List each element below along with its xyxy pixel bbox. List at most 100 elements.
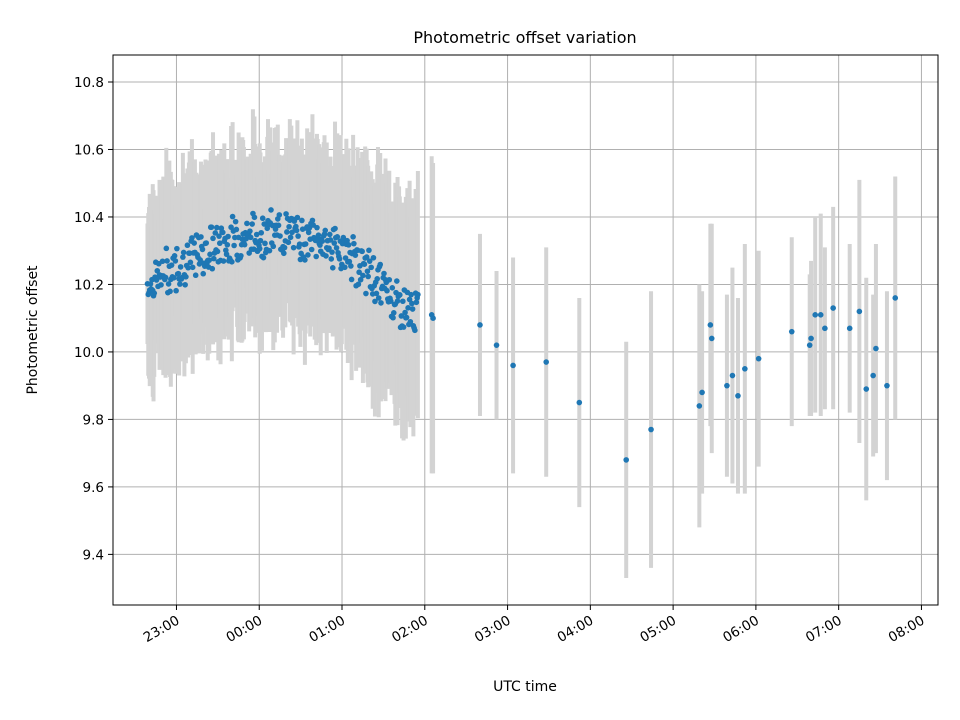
data-point bbox=[724, 382, 730, 389]
data-point bbox=[326, 231, 333, 238]
data-point bbox=[214, 248, 221, 255]
data-point bbox=[220, 258, 227, 264]
data-point bbox=[284, 229, 290, 235]
chart-title: Photometric offset variation bbox=[413, 28, 636, 47]
data-point bbox=[159, 258, 166, 265]
data-point bbox=[290, 244, 297, 251]
data-point bbox=[220, 229, 226, 236]
data-point bbox=[276, 212, 283, 218]
data-point bbox=[326, 245, 332, 251]
data-point bbox=[256, 245, 263, 252]
data-point bbox=[231, 242, 237, 249]
data-point bbox=[345, 242, 352, 248]
data-point bbox=[296, 241, 303, 247]
data-point bbox=[363, 290, 369, 297]
data-point bbox=[415, 291, 421, 298]
data-point bbox=[259, 215, 266, 222]
data-point bbox=[200, 270, 207, 277]
data-point bbox=[197, 257, 204, 263]
data-point bbox=[381, 270, 387, 277]
y-axis: 9.4 9.6 9.8 10.0 10.2 10.4 10.6 10.8 bbox=[74, 75, 113, 563]
data-point bbox=[430, 315, 436, 321]
data-point bbox=[189, 235, 195, 241]
data-point bbox=[708, 335, 715, 342]
data-point bbox=[210, 235, 216, 242]
data-point bbox=[363, 254, 370, 260]
data-point bbox=[277, 233, 283, 239]
data-point bbox=[360, 272, 366, 279]
data-point bbox=[210, 255, 217, 262]
data-point bbox=[707, 322, 714, 328]
data-point bbox=[623, 457, 630, 463]
y-tick-label: 9.4 bbox=[83, 547, 104, 563]
data-point bbox=[333, 245, 340, 251]
data-point bbox=[289, 229, 295, 236]
data-point bbox=[182, 281, 188, 288]
data-point bbox=[167, 288, 173, 295]
data-point bbox=[315, 232, 322, 238]
data-point bbox=[238, 252, 244, 259]
data-point bbox=[368, 264, 374, 271]
data-point bbox=[253, 231, 260, 238]
data-point bbox=[229, 213, 236, 220]
data-point bbox=[387, 298, 394, 304]
data-point bbox=[189, 264, 196, 271]
data-point bbox=[373, 290, 380, 297]
y-tick-label: 9.8 bbox=[83, 412, 104, 428]
data-point bbox=[281, 250, 287, 257]
data-point bbox=[183, 273, 189, 280]
data-point bbox=[329, 265, 336, 271]
data-point bbox=[244, 220, 250, 227]
data-point bbox=[336, 256, 343, 262]
data-point bbox=[233, 226, 240, 233]
data-point bbox=[351, 240, 357, 247]
data-point bbox=[357, 276, 364, 283]
data-point bbox=[153, 277, 160, 283]
data-point bbox=[384, 287, 390, 294]
data-point bbox=[229, 259, 235, 265]
data-point bbox=[892, 295, 899, 301]
data-point bbox=[342, 264, 348, 271]
data-point bbox=[328, 256, 335, 262]
data-point bbox=[314, 224, 320, 231]
data-point bbox=[322, 227, 329, 234]
data-point bbox=[241, 241, 248, 248]
data-point bbox=[408, 291, 414, 298]
data-point bbox=[648, 426, 654, 433]
data-point bbox=[817, 312, 824, 318]
data-point bbox=[232, 218, 239, 225]
data-point bbox=[329, 249, 335, 255]
data-point bbox=[177, 264, 184, 270]
data-point bbox=[873, 345, 879, 352]
data-point bbox=[185, 264, 191, 271]
data-point bbox=[788, 328, 795, 335]
data-point bbox=[164, 258, 170, 264]
data-point bbox=[207, 251, 213, 258]
data-point bbox=[400, 298, 406, 305]
x-axis-label: UTC time bbox=[493, 679, 557, 695]
data-point bbox=[206, 257, 213, 263]
data-point bbox=[863, 386, 870, 392]
data-point bbox=[209, 265, 216, 272]
data-point bbox=[870, 372, 876, 379]
data-point bbox=[212, 230, 219, 236]
y-tick-label: 10.6 bbox=[74, 142, 104, 158]
data-point bbox=[261, 221, 268, 227]
data-point bbox=[510, 362, 516, 369]
data-point bbox=[247, 228, 253, 234]
data-point bbox=[299, 217, 305, 224]
data-point bbox=[377, 261, 384, 268]
data-point bbox=[332, 225, 338, 232]
data-point bbox=[742, 366, 748, 372]
y-axis-label: Photometric offset bbox=[25, 265, 41, 395]
y-tick-label: 10.2 bbox=[74, 277, 104, 293]
data-point bbox=[830, 305, 836, 311]
data-point bbox=[171, 253, 178, 259]
data-point bbox=[249, 221, 255, 227]
data-point bbox=[359, 248, 365, 255]
data-point bbox=[180, 254, 186, 260]
data-point bbox=[174, 245, 180, 252]
data-point bbox=[302, 257, 308, 263]
data-point bbox=[394, 278, 400, 284]
data-point bbox=[755, 355, 762, 362]
